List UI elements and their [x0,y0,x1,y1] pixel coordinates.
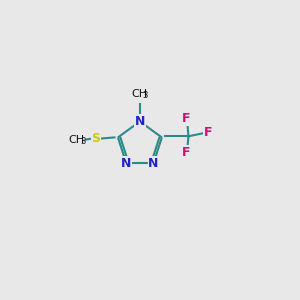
Text: 3: 3 [80,137,86,146]
Text: 3: 3 [142,91,148,100]
Text: CH: CH [69,135,85,146]
Text: S: S [92,132,100,145]
Text: F: F [204,126,212,139]
Text: N: N [148,157,159,170]
Text: F: F [182,146,190,159]
Text: CH: CH [132,89,148,99]
Text: F: F [182,112,190,125]
Text: N: N [121,157,131,170]
Text: N: N [135,115,145,128]
